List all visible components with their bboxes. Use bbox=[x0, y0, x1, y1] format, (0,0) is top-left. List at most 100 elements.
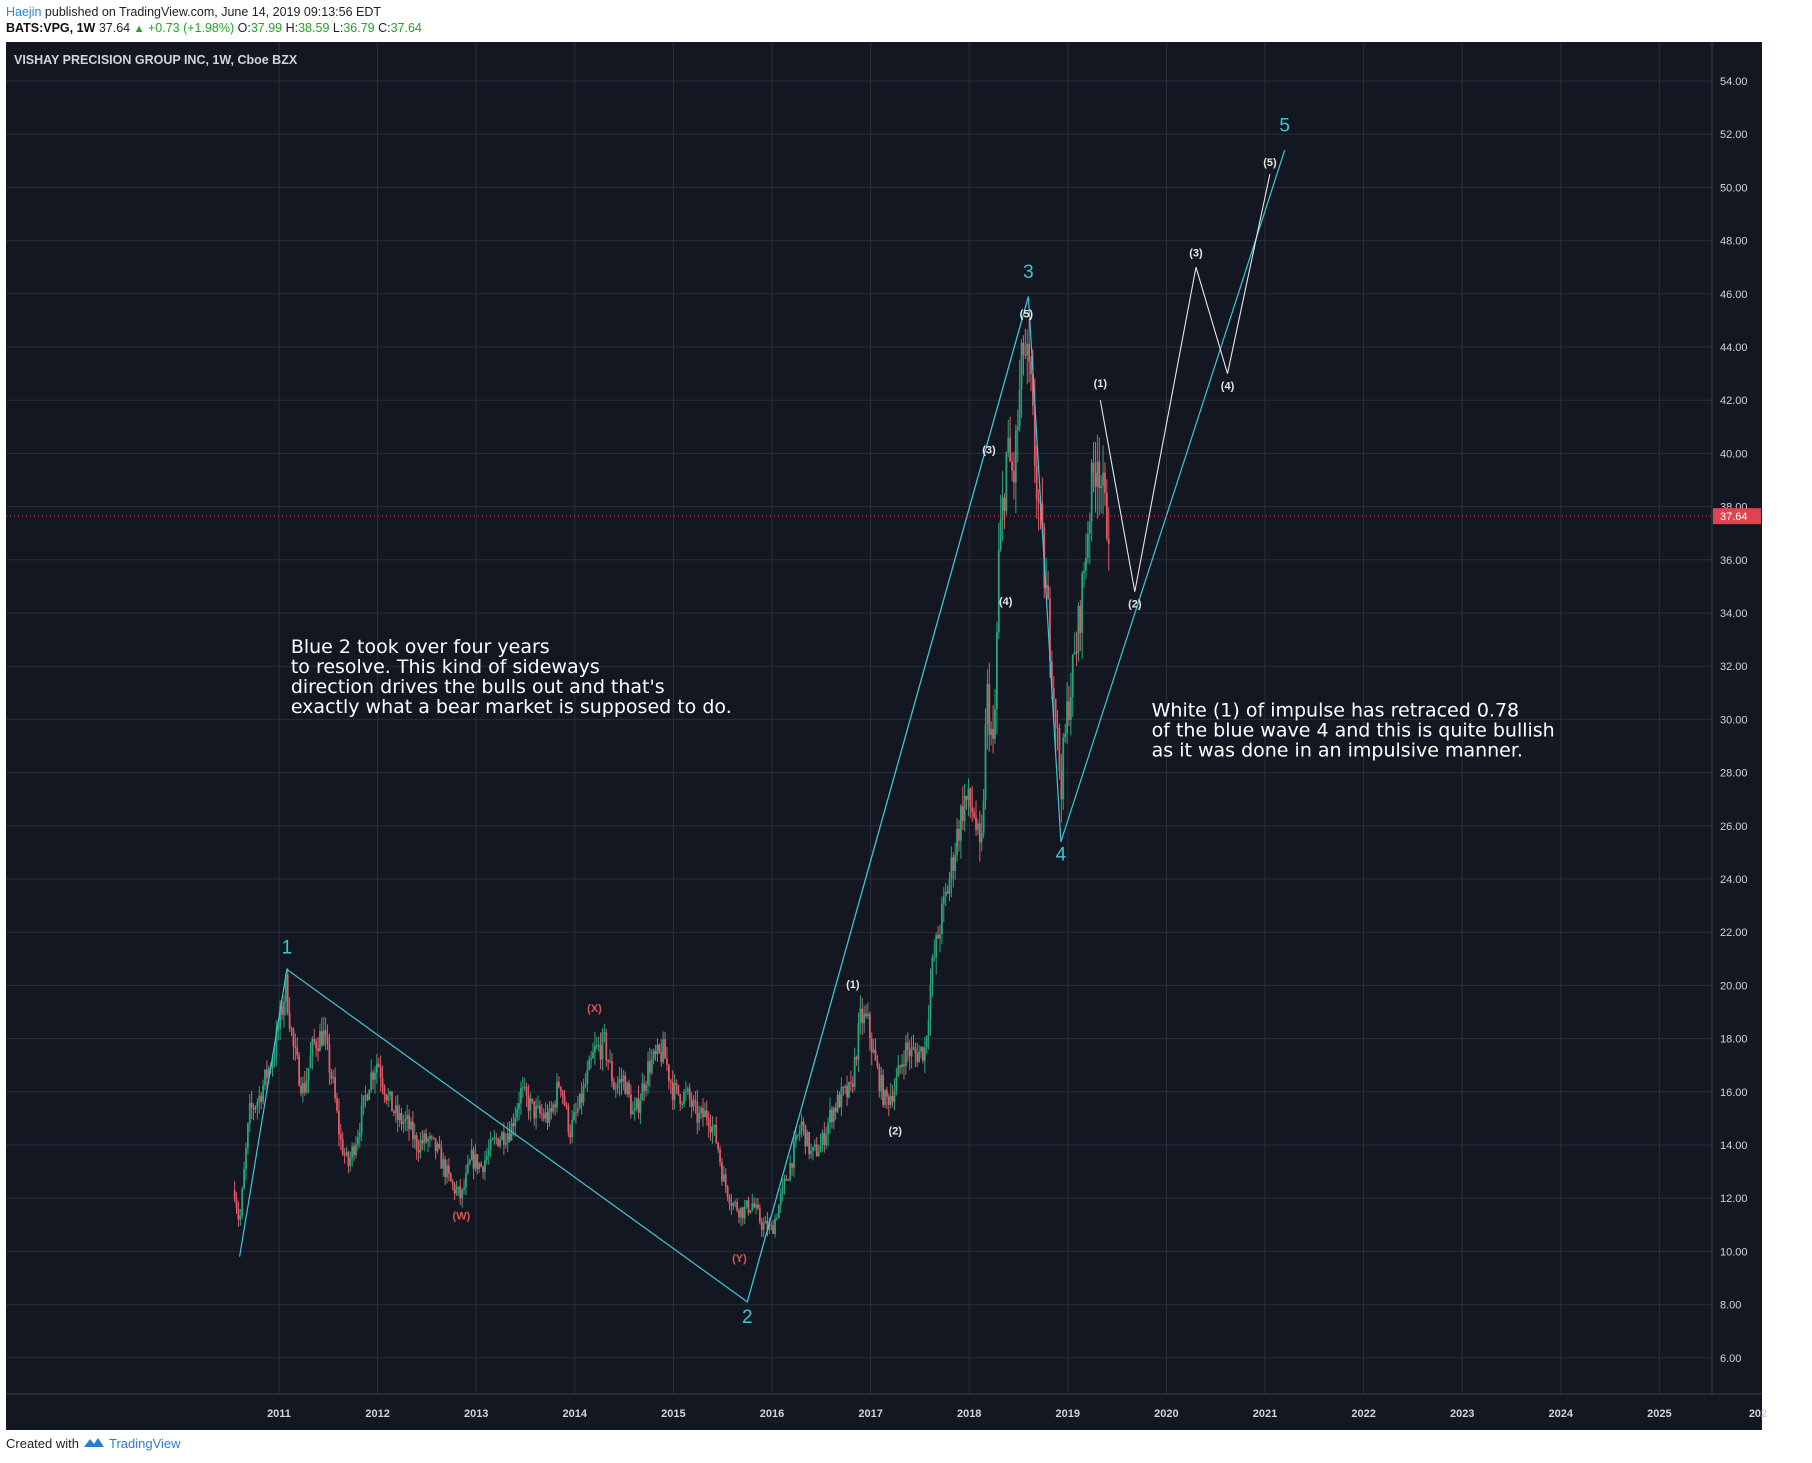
candle-body bbox=[622, 1075, 625, 1082]
candle-body bbox=[923, 1047, 926, 1061]
candle-body bbox=[1071, 654, 1074, 697]
candle-body bbox=[1018, 389, 1021, 427]
candle-body bbox=[349, 1157, 352, 1167]
candle-body bbox=[393, 1111, 395, 1114]
wave-label: 2 bbox=[742, 1307, 753, 1328]
candle-body bbox=[846, 1086, 848, 1098]
candle-body bbox=[755, 1204, 757, 1208]
candle-body bbox=[356, 1137, 359, 1145]
candle-body bbox=[531, 1098, 534, 1102]
annotation-line: as it was done in an impulsive manner. bbox=[1152, 740, 1523, 762]
candle-body bbox=[1105, 492, 1108, 539]
candle-body bbox=[751, 1203, 754, 1211]
candle-body bbox=[540, 1113, 543, 1115]
candle-body bbox=[480, 1163, 483, 1167]
tradingview-logo-icon bbox=[83, 1436, 105, 1451]
candle-body bbox=[918, 1051, 921, 1063]
candle-body bbox=[554, 1104, 556, 1108]
candle-body bbox=[660, 1051, 663, 1063]
candle-body bbox=[931, 957, 934, 985]
tradingview-brand[interactable]: TradingView bbox=[108, 1436, 181, 1451]
candle-body bbox=[899, 1065, 902, 1068]
candle-body bbox=[1085, 557, 1087, 572]
candle-body bbox=[868, 1013, 871, 1038]
candle-body bbox=[747, 1200, 750, 1213]
candle-body bbox=[1035, 465, 1038, 499]
wave-label: 1 bbox=[282, 937, 293, 958]
candle-body bbox=[286, 974, 289, 1013]
candle-body bbox=[975, 817, 977, 830]
candle-body bbox=[362, 1095, 365, 1106]
candle-body bbox=[319, 1031, 321, 1052]
candle-body bbox=[408, 1115, 410, 1130]
candle-body bbox=[1016, 426, 1019, 431]
candle-body bbox=[861, 1008, 864, 1024]
candle-body bbox=[1066, 701, 1068, 734]
publish-line: Haejin published on TradingView.com, Jun… bbox=[6, 4, 422, 20]
x-tick-label: 2018 bbox=[957, 1408, 981, 1420]
candle-body bbox=[719, 1149, 721, 1163]
x-tick-label: 2019 bbox=[1056, 1408, 1080, 1420]
candle-body bbox=[815, 1144, 818, 1156]
candle-body bbox=[867, 1013, 869, 1016]
candle-body bbox=[1011, 461, 1013, 471]
candle-body bbox=[734, 1202, 737, 1204]
candle-body bbox=[639, 1100, 642, 1113]
candle-body bbox=[686, 1088, 689, 1092]
candle-body bbox=[664, 1039, 666, 1059]
candle-body bbox=[713, 1124, 716, 1127]
candle-body bbox=[652, 1050, 655, 1060]
candle-body bbox=[1003, 497, 1006, 511]
channel-line bbox=[746, 296, 1029, 1303]
candle-body bbox=[533, 1101, 536, 1119]
candle-body bbox=[593, 1046, 596, 1053]
candle-body bbox=[290, 1028, 293, 1030]
candle-body bbox=[336, 1098, 338, 1111]
candle-body bbox=[840, 1087, 843, 1108]
candle-body bbox=[1092, 462, 1095, 473]
author-link[interactable]: Haejin bbox=[6, 5, 42, 19]
candle-body bbox=[264, 1069, 266, 1086]
candle-body bbox=[922, 1046, 924, 1061]
candle-body bbox=[667, 1064, 670, 1081]
candle-body bbox=[1073, 652, 1076, 655]
candle-body bbox=[523, 1086, 526, 1088]
wave-label: (4) bbox=[1221, 381, 1235, 393]
candle-body bbox=[315, 1041, 318, 1049]
candle-body bbox=[351, 1146, 354, 1158]
candle-body bbox=[643, 1083, 646, 1091]
candle-body bbox=[1083, 571, 1086, 574]
candle-body bbox=[421, 1140, 424, 1144]
candle-body bbox=[430, 1136, 433, 1138]
candle-body bbox=[880, 1074, 883, 1092]
candle-body bbox=[698, 1113, 701, 1123]
candle-body bbox=[398, 1112, 401, 1121]
candle-body bbox=[518, 1103, 520, 1109]
candle-body bbox=[624, 1075, 627, 1094]
candle-body bbox=[539, 1105, 541, 1114]
y-tick-label: 28.00 bbox=[1720, 768, 1748, 780]
candle-body bbox=[520, 1088, 522, 1104]
candle-body bbox=[863, 1013, 866, 1024]
candle-body bbox=[781, 1185, 784, 1194]
candle-body bbox=[375, 1063, 378, 1073]
y-tick-label: 50.00 bbox=[1720, 182, 1748, 194]
candle-body bbox=[874, 1049, 877, 1061]
candle-body bbox=[300, 1085, 302, 1094]
candle-body bbox=[552, 1104, 555, 1112]
candle-body bbox=[341, 1139, 344, 1155]
candle-body bbox=[944, 891, 947, 897]
candle-body bbox=[364, 1095, 367, 1097]
candle-body bbox=[963, 795, 966, 822]
candle-body bbox=[374, 1072, 376, 1080]
candle-body bbox=[347, 1152, 350, 1167]
candle-body bbox=[758, 1208, 761, 1222]
x-tick-label: 2020 bbox=[1154, 1408, 1178, 1420]
candle-body bbox=[633, 1108, 636, 1111]
candle-body bbox=[537, 1105, 539, 1107]
candle-body bbox=[969, 788, 972, 808]
candle-body bbox=[575, 1112, 577, 1114]
candle-body bbox=[673, 1082, 676, 1101]
